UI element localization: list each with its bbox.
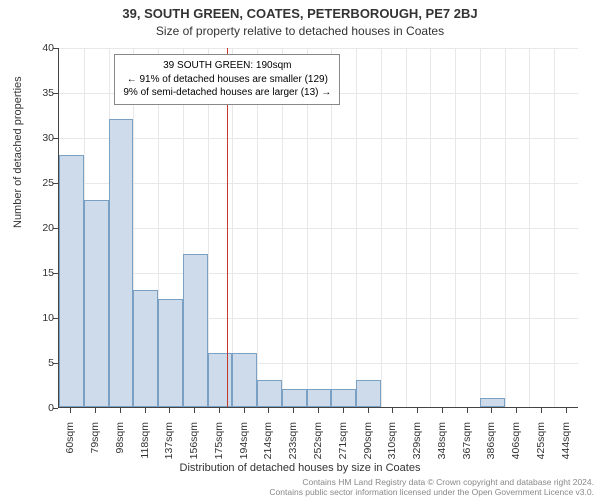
overlay-layer: 39 SOUTH GREEN: 190sqm ← 91% of detached… bbox=[59, 48, 578, 407]
y-tick-label: 40 bbox=[14, 42, 54, 54]
chart-plot-area: 39 SOUTH GREEN: 190sqm ← 91% of detached… bbox=[58, 48, 578, 408]
chart-title-sub: Size of property relative to detached ho… bbox=[0, 24, 600, 38]
y-tick-label: 5 bbox=[14, 357, 54, 369]
callout-box: 39 SOUTH GREEN: 190sqm ← 91% of detached… bbox=[114, 54, 340, 105]
chart-title-main: 39, SOUTH GREEN, COATES, PETERBOROUGH, P… bbox=[0, 6, 600, 21]
attribution: Contains HM Land Registry data © Crown c… bbox=[269, 477, 594, 498]
callout-line-1: 39 SOUTH GREEN: 190sqm bbox=[123, 59, 331, 73]
callout-line-3: 9% of semi-detached houses are larger (1… bbox=[123, 86, 331, 100]
y-tick-label: 10 bbox=[14, 312, 54, 324]
attribution-line-2: Contains public sector information licen… bbox=[269, 487, 594, 498]
callout-line-2: ← 91% of detached houses are smaller (12… bbox=[123, 73, 331, 87]
y-tick-label: 15 bbox=[14, 267, 54, 279]
x-axis-title: Distribution of detached houses by size … bbox=[0, 462, 600, 474]
y-axis-title: Number of detached properties bbox=[12, 76, 24, 228]
y-tick-label: 0 bbox=[14, 402, 54, 414]
attribution-line-1: Contains HM Land Registry data © Crown c… bbox=[269, 477, 594, 488]
